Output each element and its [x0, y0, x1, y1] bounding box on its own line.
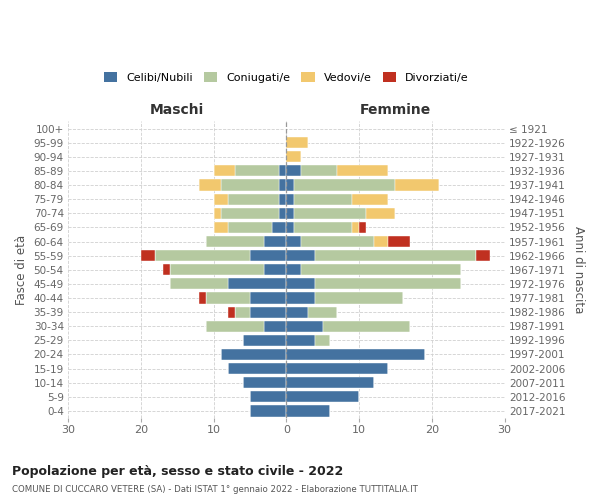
Bar: [286, 335, 316, 346]
Bar: [265, 264, 286, 276]
Bar: [293, 194, 352, 204]
Bar: [286, 278, 316, 289]
Bar: [199, 292, 206, 304]
Bar: [286, 292, 316, 304]
Bar: [155, 250, 250, 261]
Bar: [214, 166, 235, 176]
Text: COMUNE DI CUCCARO VETERE (SA) - Dati ISTAT 1° gennaio 2022 - Elaborazione TUTTIT: COMUNE DI CUCCARO VETERE (SA) - Dati IST…: [12, 485, 418, 494]
Bar: [301, 264, 461, 276]
Bar: [367, 208, 395, 219]
Bar: [301, 166, 337, 176]
Bar: [286, 166, 301, 176]
Bar: [286, 208, 293, 219]
Text: Maschi: Maschi: [150, 103, 204, 117]
Bar: [228, 363, 286, 374]
Bar: [316, 278, 461, 289]
Bar: [235, 166, 279, 176]
Bar: [352, 222, 359, 233]
Bar: [308, 306, 337, 318]
Bar: [163, 264, 170, 276]
Bar: [286, 264, 301, 276]
Bar: [141, 250, 155, 261]
Text: Popolazione per età, sesso e stato civile - 2022: Popolazione per età, sesso e stato civil…: [12, 465, 343, 478]
Bar: [221, 208, 279, 219]
Bar: [286, 392, 359, 402]
Bar: [242, 377, 286, 388]
Bar: [214, 208, 221, 219]
Bar: [279, 194, 286, 204]
Bar: [286, 306, 308, 318]
Bar: [206, 292, 250, 304]
Y-axis label: Anni di nascita: Anni di nascita: [572, 226, 585, 314]
Bar: [286, 377, 374, 388]
Bar: [286, 137, 308, 148]
Bar: [359, 222, 367, 233]
Y-axis label: Fasce di età: Fasce di età: [15, 234, 28, 305]
Bar: [228, 222, 272, 233]
Bar: [316, 250, 476, 261]
Bar: [286, 222, 293, 233]
Bar: [170, 278, 228, 289]
Bar: [316, 335, 330, 346]
Bar: [286, 194, 293, 204]
Bar: [374, 236, 388, 247]
Bar: [279, 208, 286, 219]
Bar: [279, 166, 286, 176]
Bar: [388, 236, 410, 247]
Bar: [228, 278, 286, 289]
Bar: [272, 222, 286, 233]
Bar: [323, 320, 410, 332]
Bar: [286, 180, 293, 190]
Bar: [214, 222, 228, 233]
Bar: [228, 194, 279, 204]
Text: Femmine: Femmine: [360, 103, 431, 117]
Bar: [250, 292, 286, 304]
Bar: [265, 320, 286, 332]
Bar: [199, 180, 221, 190]
Bar: [214, 194, 228, 204]
Bar: [286, 151, 301, 162]
Bar: [170, 264, 265, 276]
Bar: [337, 166, 388, 176]
Bar: [221, 349, 286, 360]
Bar: [228, 306, 235, 318]
Bar: [293, 208, 367, 219]
Bar: [242, 335, 286, 346]
Bar: [476, 250, 490, 261]
Bar: [250, 406, 286, 416]
Bar: [206, 236, 265, 247]
Bar: [286, 363, 388, 374]
Bar: [250, 306, 286, 318]
Bar: [265, 236, 286, 247]
Bar: [301, 236, 374, 247]
Bar: [286, 320, 323, 332]
Bar: [221, 180, 279, 190]
Bar: [250, 392, 286, 402]
Bar: [293, 222, 352, 233]
Bar: [286, 250, 316, 261]
Bar: [316, 292, 403, 304]
Bar: [250, 250, 286, 261]
Bar: [286, 236, 301, 247]
Bar: [286, 349, 425, 360]
Bar: [293, 180, 395, 190]
Bar: [279, 180, 286, 190]
Bar: [286, 406, 330, 416]
Bar: [206, 320, 265, 332]
Legend: Celibi/Nubili, Coniugati/e, Vedovi/e, Divorziati/e: Celibi/Nubili, Coniugati/e, Vedovi/e, Di…: [100, 68, 473, 87]
Bar: [395, 180, 439, 190]
Bar: [352, 194, 388, 204]
Bar: [235, 306, 250, 318]
